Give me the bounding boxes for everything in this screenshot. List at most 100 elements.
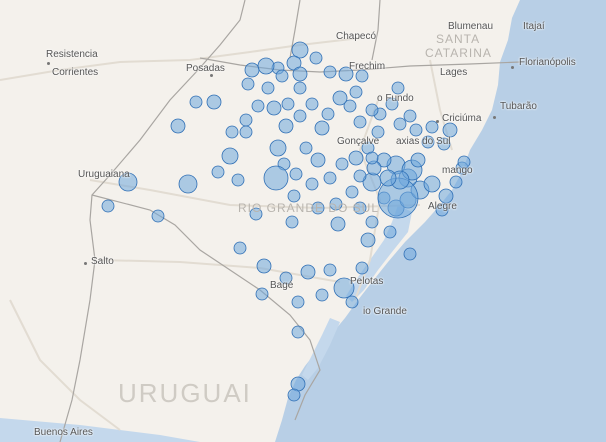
- data-bubble[interactable]: [329, 197, 343, 211]
- data-bubble[interactable]: [251, 99, 265, 113]
- data-bubble[interactable]: [263, 165, 289, 191]
- data-bubble[interactable]: [101, 199, 115, 213]
- data-bubble[interactable]: [315, 288, 329, 302]
- data-bubble[interactable]: [343, 99, 357, 113]
- city-label-resistencia: Resistencia: [46, 49, 98, 60]
- data-bubble[interactable]: [353, 169, 367, 183]
- data-bubble[interactable]: [345, 185, 359, 199]
- data-bubble[interactable]: [314, 120, 330, 136]
- data-bubble[interactable]: [457, 155, 471, 169]
- data-bubble[interactable]: [266, 100, 282, 116]
- data-bubble[interactable]: [211, 165, 225, 179]
- data-bubble[interactable]: [231, 173, 245, 187]
- data-bubble[interactable]: [348, 150, 364, 166]
- city-label-itajai: Itajaí: [523, 21, 545, 32]
- city-label-bage: Bagé: [270, 280, 294, 291]
- data-bubble[interactable]: [323, 65, 337, 79]
- data-bubble[interactable]: [403, 247, 417, 261]
- data-bubble[interactable]: [349, 85, 363, 99]
- data-bubble[interactable]: [221, 147, 239, 165]
- data-bubble[interactable]: [261, 81, 275, 95]
- city-label-caxias: axias do Sul: [396, 136, 451, 147]
- data-bubble[interactable]: [244, 62, 260, 78]
- data-bubble[interactable]: [151, 209, 165, 223]
- data-bubble[interactable]: [225, 125, 239, 139]
- data-bubble[interactable]: [323, 263, 337, 277]
- data-bubble[interactable]: [291, 295, 305, 309]
- city-label-passo-fundo: o Fundo: [377, 93, 414, 104]
- data-bubble[interactable]: [335, 157, 349, 171]
- data-bubble[interactable]: [333, 277, 355, 299]
- data-bubble[interactable]: [393, 117, 407, 131]
- city-label-frechim: Frechim: [349, 61, 386, 72]
- data-bubble[interactable]: [330, 216, 346, 232]
- data-bubble[interactable]: [403, 109, 417, 123]
- data-bubble[interactable]: [257, 57, 275, 75]
- data-bubble[interactable]: [118, 172, 138, 192]
- data-bubble[interactable]: [293, 109, 307, 123]
- data-bubble[interactable]: [311, 201, 325, 215]
- data-bubble[interactable]: [353, 201, 367, 215]
- data-bubble[interactable]: [293, 81, 307, 95]
- data-bubble[interactable]: [278, 118, 294, 134]
- data-bubble[interactable]: [365, 215, 379, 229]
- data-bubble[interactable]: [438, 188, 454, 204]
- data-bubble[interactable]: [275, 69, 289, 83]
- data-bubble[interactable]: [365, 151, 379, 165]
- data-bubble[interactable]: [360, 232, 376, 248]
- data-bubble[interactable]: [353, 115, 367, 129]
- data-bubble[interactable]: [309, 51, 323, 65]
- data-bubble[interactable]: [383, 225, 397, 239]
- data-bubble[interactable]: [442, 122, 458, 138]
- data-bubble[interactable]: [321, 107, 335, 121]
- data-bubble[interactable]: [355, 261, 369, 275]
- city-label-salto: Salto: [91, 256, 114, 267]
- data-bubble[interactable]: [281, 97, 295, 111]
- data-bubble[interactable]: [239, 113, 253, 127]
- city-label-florianopolis: Florianópolis: [519, 57, 576, 68]
- data-bubble[interactable]: [449, 175, 463, 189]
- data-bubble[interactable]: [355, 69, 369, 83]
- data-bubble[interactable]: [279, 271, 293, 285]
- data-bubble[interactable]: [423, 175, 441, 193]
- data-bubble[interactable]: [256, 258, 272, 274]
- data-bubble[interactable]: [299, 141, 313, 155]
- data-bubble[interactable]: [233, 241, 247, 255]
- data-bubble[interactable]: [189, 95, 203, 109]
- data-bubble[interactable]: [323, 171, 337, 185]
- data-bubble[interactable]: [409, 123, 423, 137]
- data-bubble[interactable]: [425, 120, 439, 134]
- data-bubble[interactable]: [249, 207, 263, 221]
- data-bubble[interactable]: [206, 94, 222, 110]
- data-bubble[interactable]: [292, 66, 308, 82]
- data-bubble[interactable]: [437, 137, 451, 151]
- data-bubble[interactable]: [435, 203, 449, 217]
- data-bubble[interactable]: [305, 177, 319, 191]
- data-bubble[interactable]: [285, 215, 299, 229]
- data-bubble[interactable]: [391, 81, 405, 95]
- data-bubble[interactable]: [310, 152, 326, 168]
- data-bubble[interactable]: [287, 189, 301, 203]
- data-bubble[interactable]: [289, 167, 303, 181]
- data-bubble[interactable]: [269, 139, 287, 157]
- data-bubble[interactable]: [255, 287, 269, 301]
- data-bubble[interactable]: [385, 97, 399, 111]
- data-bubble[interactable]: [170, 118, 186, 134]
- data-bubble[interactable]: [332, 90, 348, 106]
- data-bubble[interactable]: [305, 97, 319, 111]
- data-bubble[interactable]: [300, 264, 316, 280]
- data-bubble[interactable]: [291, 325, 305, 339]
- data-bubble[interactable]: [239, 125, 253, 139]
- data-bubble[interactable]: [365, 103, 379, 117]
- data-bubble[interactable]: [338, 66, 354, 82]
- data-bubble[interactable]: [345, 295, 359, 309]
- data-bubble[interactable]: [178, 174, 198, 194]
- data-bubble[interactable]: [287, 388, 301, 402]
- data-bubble[interactable]: [379, 169, 397, 187]
- data-bubble[interactable]: [410, 152, 426, 168]
- data-bubble[interactable]: [371, 125, 385, 139]
- data-bubble[interactable]: [421, 135, 435, 149]
- data-bubble[interactable]: [241, 77, 255, 91]
- data-bubble[interactable]: [291, 41, 309, 59]
